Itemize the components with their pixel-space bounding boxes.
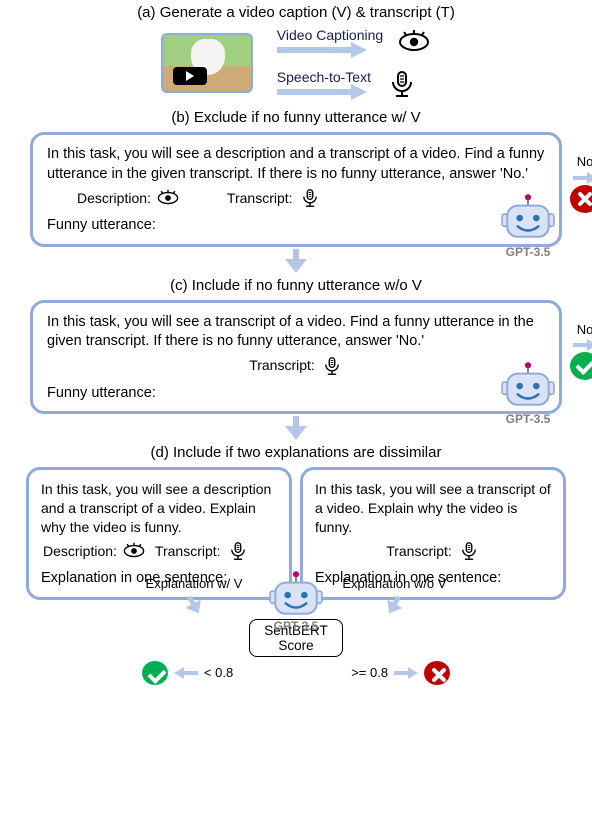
- out-badge-c: No: [555, 321, 592, 381]
- arrow-icon: [573, 173, 592, 183]
- microphone-icon: [227, 541, 249, 561]
- description-pair: Description:: [77, 188, 179, 208]
- description-pair: Description:: [43, 541, 145, 561]
- prompt-text: In this task, you will see a transcript …: [47, 313, 545, 352]
- eye-icon: [397, 28, 431, 56]
- accept-icon: [142, 661, 168, 685]
- threshold-include: < 0.8: [204, 665, 233, 680]
- arrow-speech-to-text: Speech-to-Text: [277, 69, 431, 99]
- microphone-icon: [299, 188, 321, 208]
- threshold-row: < 0.8 >= 0.8: [0, 661, 592, 685]
- section-b-box: In this task, you will see a description…: [30, 132, 562, 247]
- accept-icon: [570, 352, 592, 380]
- out-badge-b: No: [555, 153, 592, 213]
- eye-icon: [123, 541, 145, 561]
- eye-icon: [157, 188, 179, 208]
- arrow-icon: [174, 668, 198, 678]
- arrow-icon: [573, 340, 592, 350]
- reject-icon: [424, 661, 450, 685]
- d-left-box: In this task, you will see a description…: [26, 467, 292, 599]
- section-c-box: In this task, you will see a transcript …: [30, 300, 562, 415]
- explanation-label: Explanation in one sentence:: [315, 565, 551, 589]
- arrow-icon: [277, 43, 367, 57]
- section-b-title: (b) Exclude if no funny utterance w/ V: [0, 105, 592, 128]
- microphone-icon: [321, 356, 343, 376]
- d-right-box: In this task, you will see a transcript …: [300, 467, 566, 599]
- transcript-pair: Transcript:: [155, 541, 249, 561]
- prompt-text: In this task, you will see a transcript …: [315, 480, 551, 537]
- arrow1-label: Video Captioning: [277, 27, 383, 43]
- robot-name: GPT-3.5: [257, 619, 335, 633]
- microphone-icon: [385, 70, 419, 98]
- arrow2-label: Speech-to-Text: [277, 69, 371, 85]
- explanation-label: Explanation in one sentence:: [41, 565, 277, 589]
- reject-icon: [570, 185, 592, 213]
- prompt-text: In this task, you will see a description…: [41, 480, 277, 537]
- section-d-title: (d) Include if two explanations are diss…: [0, 440, 592, 463]
- arrow-icon: [394, 668, 418, 678]
- transcript-pair: Transcript:: [227, 188, 321, 208]
- threshold-exclude: >= 0.8: [351, 665, 388, 680]
- down-arrow-icon: [285, 249, 307, 273]
- robot-icon: [501, 361, 555, 407]
- arrow-video-captioning: Video Captioning: [277, 27, 431, 57]
- transcript-pair: Transcript:: [249, 356, 343, 376]
- video-thumbnail: [161, 33, 253, 93]
- section-c-title: (c) Include if no funny utterance w/o V: [0, 273, 592, 296]
- robot-name: GPT-3.5: [489, 411, 567, 427]
- prompt-text: In this task, you will see a description…: [47, 145, 545, 184]
- robot-name: GPT-3.5: [489, 244, 567, 260]
- funny-label: Funny utterance:: [47, 212, 545, 236]
- funny-label: Funny utterance:: [47, 380, 545, 404]
- section-a-title: (a) Generate a video caption (V) & trans…: [0, 0, 592, 23]
- arrow-icon: [277, 85, 367, 99]
- microphone-icon: [458, 541, 480, 561]
- transcript-pair: Transcript:: [386, 541, 480, 561]
- down-arrow-icon: [285, 416, 307, 440]
- robot-icon: [269, 570, 323, 616]
- play-icon: [173, 67, 207, 85]
- robot-icon: [501, 193, 555, 239]
- section-a: Video Captioning Speech-to-Text: [0, 23, 592, 105]
